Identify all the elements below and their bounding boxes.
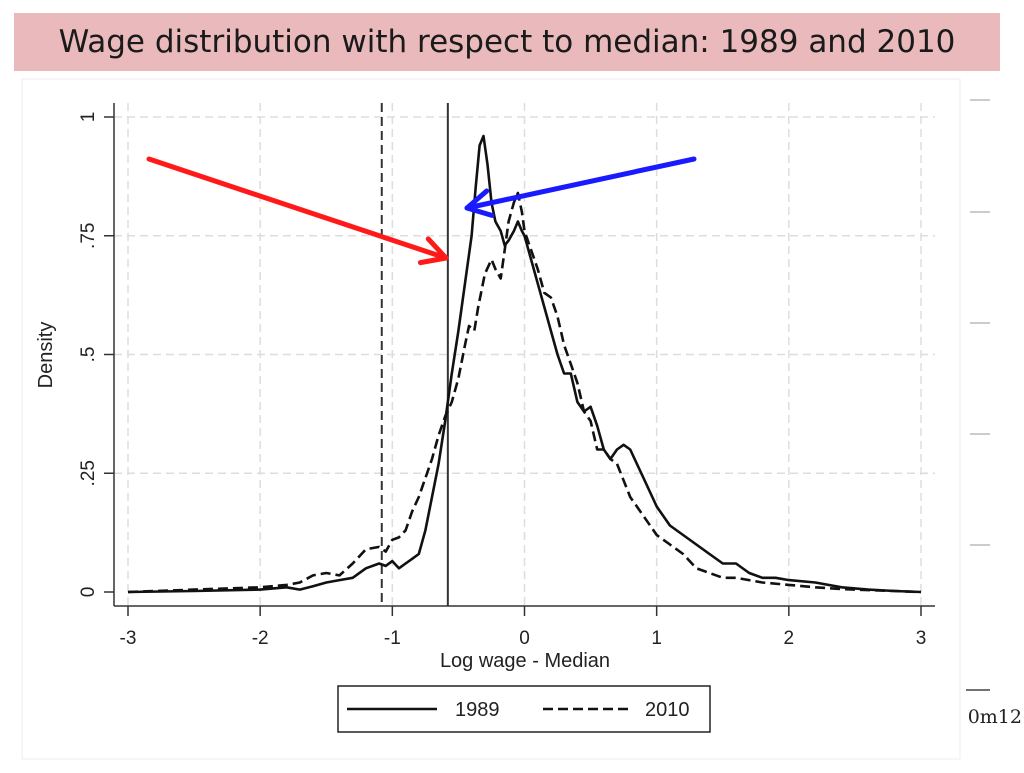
legend-label-2010: 2010 [645, 699, 690, 721]
x-tick-label: 0 [519, 628, 530, 649]
y-tick-label: .25 [78, 460, 99, 486]
cut-off-text: 0m12 [967, 706, 1022, 728]
legend: 1989 2010 [337, 685, 711, 733]
x-tick-label: 3 [916, 628, 927, 649]
x-tick-label: -1 [384, 628, 401, 649]
y-tick-label: 0 [78, 587, 99, 598]
blue-arrow [464, 156, 697, 218]
blue-arrow-head [464, 188, 495, 218]
legend-box [337, 685, 711, 733]
legend-label-1989: 1989 [455, 699, 500, 721]
y-tick-label: .75 [78, 223, 99, 249]
red-arrow [146, 156, 449, 266]
slide-title: Wage distribution with respect to median… [58, 24, 956, 60]
x-tick-label: 1 [651, 628, 662, 649]
x-tick-label: 2 [784, 628, 795, 649]
series-line-2010 [127, 191, 922, 594]
red-arrow-head [417, 236, 449, 266]
x-tick-label: -3 [120, 628, 137, 649]
blue-arrow-shaft [464, 156, 697, 211]
red-arrow-shaft [146, 156, 449, 261]
y-tick-label: .5 [78, 347, 99, 363]
y-axis-label: Density [35, 322, 57, 389]
y-tick-label: 1 [78, 112, 99, 123]
title-bar: Wage distribution with respect to median… [14, 13, 1000, 71]
series-line-1989 [127, 134, 922, 594]
x-tick-label: -2 [252, 628, 269, 649]
x-axis-label: Log wage - Median [440, 650, 610, 672]
